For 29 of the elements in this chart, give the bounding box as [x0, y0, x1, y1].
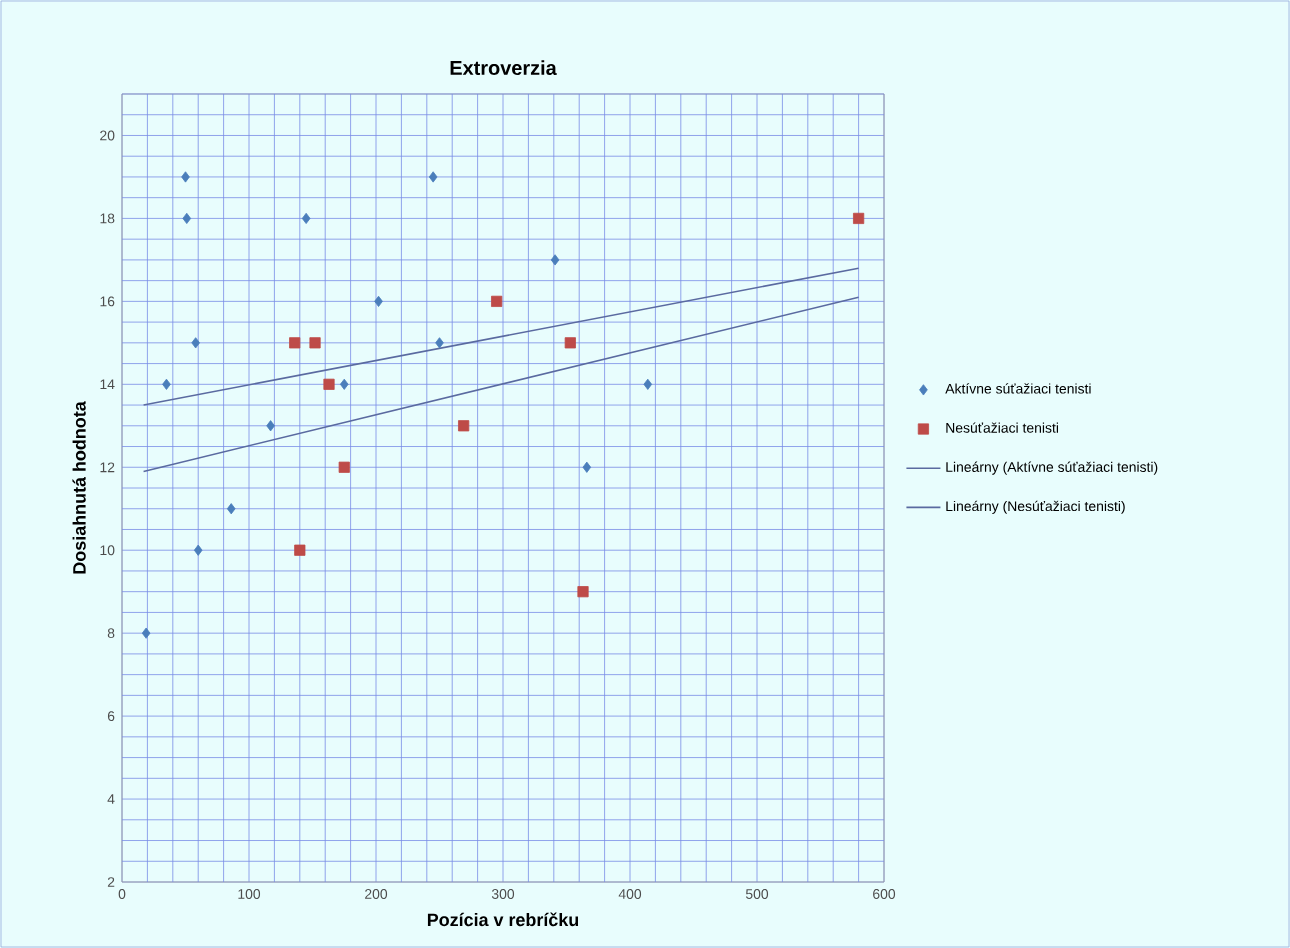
- chart-title: Extroverzia: [450, 60, 557, 75]
- x-axis-title: Pozícia v rebríčku: [427, 912, 579, 927]
- point: [577, 586, 589, 598]
- point: [162, 378, 171, 390]
- point: [435, 337, 444, 349]
- point: [309, 337, 321, 349]
- point: [582, 461, 592, 473]
- point: [550, 254, 560, 266]
- point: [564, 337, 576, 349]
- point: [338, 461, 350, 473]
- point: [643, 378, 653, 390]
- point: [458, 420, 470, 432]
- point: [289, 337, 301, 349]
- point: [294, 544, 306, 556]
- point: [266, 420, 275, 432]
- point: [193, 544, 203, 556]
- point: [141, 627, 151, 639]
- point: [182, 212, 192, 224]
- point: [853, 212, 865, 224]
- point: [374, 295, 383, 307]
- y-axis-title: Dosiahnutá hodnota: [72, 401, 86, 574]
- point: [181, 171, 190, 183]
- point: [428, 171, 438, 183]
- point: [339, 378, 349, 390]
- point: [323, 378, 335, 390]
- point: [301, 212, 311, 224]
- point: [491, 295, 503, 307]
- point: [191, 337, 200, 349]
- point: [226, 503, 236, 515]
